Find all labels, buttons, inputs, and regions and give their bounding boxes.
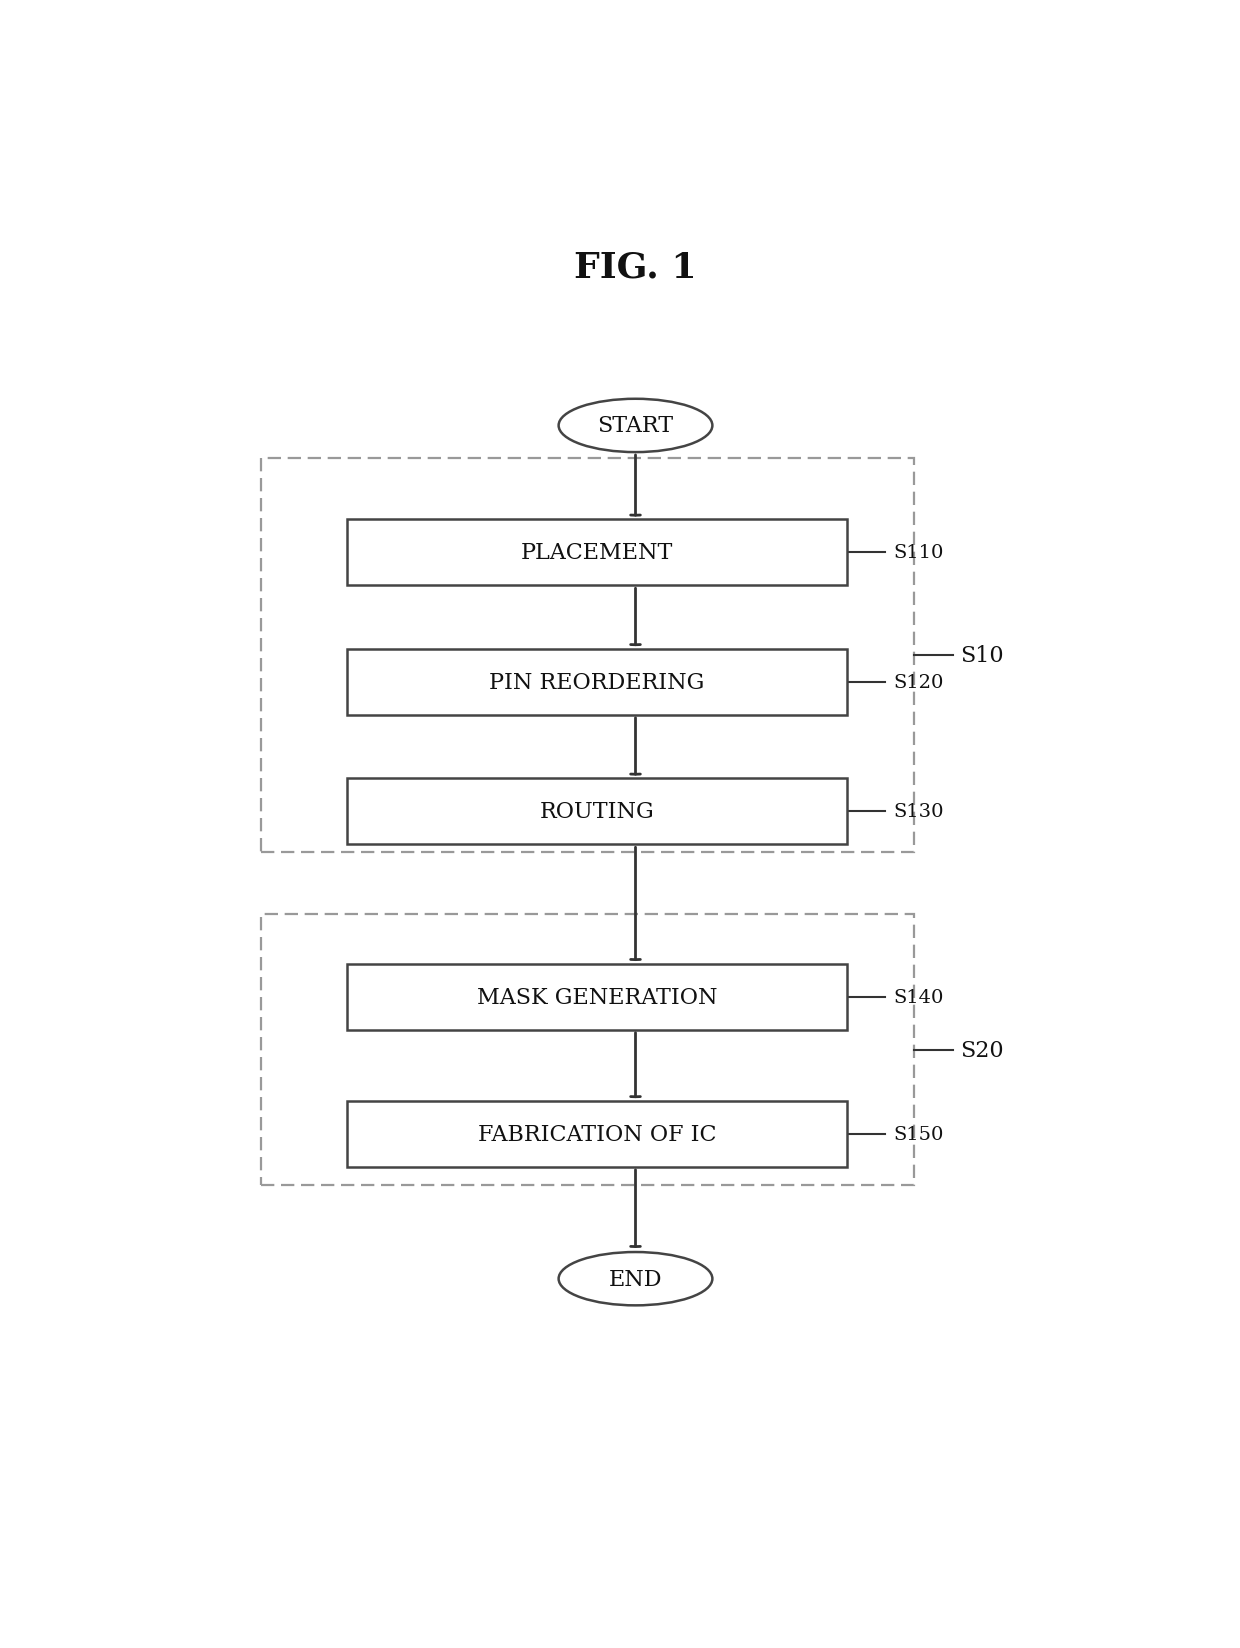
Text: MASK GENERATION: MASK GENERATION <box>477 986 717 1009</box>
Text: FABRICATION OF IC: FABRICATION OF IC <box>477 1124 717 1145</box>
Text: S150: S150 <box>893 1126 944 1144</box>
Text: PIN REORDERING: PIN REORDERING <box>490 671 704 694</box>
Text: START: START <box>598 415 673 437</box>
Bar <box>260 915 914 1185</box>
Bar <box>347 1101 847 1167</box>
Text: END: END <box>609 1267 662 1290</box>
Text: FIG. 1: FIG. 1 <box>574 250 697 285</box>
Text: S120: S120 <box>893 674 944 692</box>
Bar <box>347 649 847 715</box>
Ellipse shape <box>558 1252 712 1305</box>
Text: S140: S140 <box>893 989 944 1007</box>
Bar <box>347 521 847 587</box>
Text: S10: S10 <box>960 644 1004 667</box>
Text: S130: S130 <box>893 803 944 821</box>
Ellipse shape <box>558 399 712 453</box>
Text: ROUTING: ROUTING <box>539 801 655 822</box>
Bar <box>347 780 847 845</box>
Text: PLACEMENT: PLACEMENT <box>521 542 673 564</box>
Text: S20: S20 <box>960 1038 1004 1061</box>
Bar <box>347 964 847 1030</box>
Bar <box>260 460 914 852</box>
Text: S110: S110 <box>893 544 944 562</box>
